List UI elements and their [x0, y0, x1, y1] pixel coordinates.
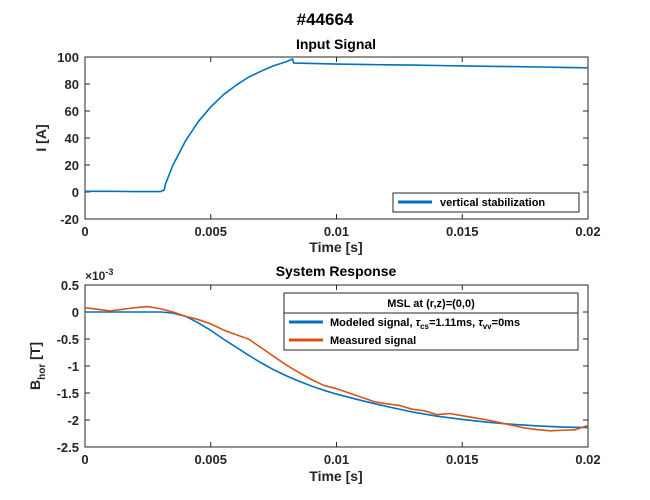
input-signal-xlabel: Time [s]	[309, 239, 362, 255]
system-response-xlabel: Time [s]	[309, 468, 362, 484]
y-tick-label: 0.5	[61, 278, 79, 293]
input-signal-legend: vertical stabilization	[392, 192, 580, 213]
input-signal-lines	[85, 58, 589, 193]
input-signal-ylabel: I [A]	[33, 124, 49, 151]
y-tick-label: -0.5	[57, 332, 79, 347]
y-exponent-power: -3	[105, 267, 113, 277]
legend-box	[283, 312, 579, 351]
y-tick-label: 100	[57, 50, 79, 65]
y-tick-label: -2	[67, 413, 79, 428]
input-signal-title: Input Signal	[296, 36, 376, 52]
subscript-cs: cs	[420, 322, 429, 331]
y-tick-label: 0	[72, 185, 79, 200]
y-tick-label: 60	[65, 104, 79, 119]
x-tick-label: 0.02	[575, 452, 600, 467]
figure-title: #44664	[297, 10, 354, 29]
system-response-ticks: 0 0.005 0.01 0.015 0.02 -2.5 -2 -1.5 -1 -0.5 0 0.5	[57, 278, 601, 467]
system-response-title: System Response	[276, 263, 397, 279]
system-response-ylabel: Bhor [T]	[27, 342, 48, 390]
ylabel-main: B	[27, 380, 43, 390]
y-tick-label: 40	[65, 131, 79, 146]
y-tick-label: -1.5	[57, 386, 79, 401]
series-line-1	[85, 58, 589, 193]
x-tick-label: 0.015	[446, 452, 479, 467]
system-response-lines	[84, 305, 589, 432]
y-tick-label: -20	[60, 212, 79, 227]
x-tick-label: 0	[81, 452, 88, 467]
ylabel-subscript: hor	[37, 364, 48, 380]
input-signal-axes: Input Signal 0 0.005 0.01 0.015 0.02-2002040…	[33, 36, 601, 255]
ylabel-unit: [T]	[27, 342, 43, 364]
system-response-axes: System Response ×10-3 0 0.005 0.01 0.015 0.0…	[27, 263, 601, 484]
legend-modeled-part: =0ms	[492, 317, 520, 329]
y-tick-label: -2.5	[57, 440, 79, 455]
input-signal-legend-box	[392, 192, 580, 213]
x-tick-label: 0.02	[575, 224, 600, 239]
y-tick-label: 80	[65, 77, 79, 92]
input-signal-plot-area	[84, 56, 589, 220]
series-line-2	[84, 305, 589, 432]
y-tick-label: 20	[65, 158, 79, 173]
y-tick-label: 0	[72, 305, 79, 320]
y-exponent-base: ×10	[85, 269, 106, 283]
y-tick-label: -1	[67, 359, 79, 374]
legend-modeled-part: Modeled signal,	[330, 317, 416, 329]
input-signal-legend-label: vertical stabilization	[440, 197, 545, 209]
x-tick-label: 0	[81, 224, 88, 239]
x-tick-label: 0.01	[324, 452, 349, 467]
x-tick-label: 0.01	[324, 224, 349, 239]
x-tick-label: 0.005	[194, 224, 227, 239]
x-tick-label: 0.015	[446, 224, 479, 239]
subscript-vv: vv	[483, 322, 492, 331]
legend-title: MSL at (r,z)=(0,0)	[387, 298, 475, 310]
legend-modeled-part: =1.11ms,	[429, 317, 478, 329]
system-response-y-exponent: ×10-3	[85, 267, 113, 283]
legend-label-modeled: Modeled signal, τcs=1.11ms, τvv=0ms	[330, 317, 520, 331]
legend-label-measured: Measured signal	[330, 335, 416, 347]
system-response-legend: MSL at (r,z)=(0,0) Modeled signal, τcs=1…	[283, 292, 579, 351]
tau-symbol-vv: τ	[478, 317, 483, 329]
x-tick-label: 0.005	[194, 452, 227, 467]
tau-symbol-cs: τ	[416, 317, 421, 329]
